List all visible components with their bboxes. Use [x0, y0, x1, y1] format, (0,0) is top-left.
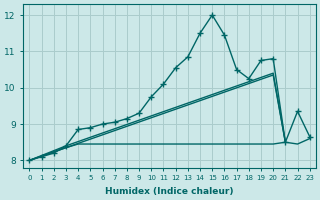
X-axis label: Humidex (Indice chaleur): Humidex (Indice chaleur)	[105, 187, 234, 196]
